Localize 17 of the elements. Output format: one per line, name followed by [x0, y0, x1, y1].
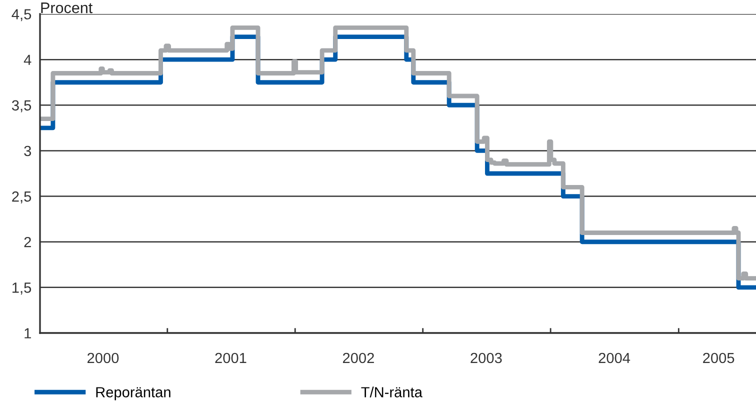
legend-label: T/N-ränta — [361, 386, 422, 398]
y-tick-label: 1,5 — [12, 282, 32, 295]
x-tick-label: 2001 — [215, 352, 246, 364]
y-tick-label: 4,5 — [12, 9, 32, 22]
y-tick-label: 3,5 — [12, 100, 32, 112]
legend-label: Reporäntan — [96, 387, 170, 400]
x-tick-label: 2000 — [88, 352, 119, 364]
y-tick-label: 2 — [24, 236, 31, 248]
x-tick-label: 2002 — [342, 352, 374, 364]
y-tick-label: 2,5 — [12, 191, 32, 204]
chart-title: Procent — [41, 2, 93, 14]
y-tick-label: 3 — [24, 146, 32, 156]
y-tick-label: 1 — [24, 328, 31, 338]
x-tick-label: 2004 — [598, 352, 630, 364]
x-tick-label: 2003 — [470, 352, 502, 364]
y-tick-label: 4 — [24, 54, 32, 65]
x-tick-label: 2005 — [703, 352, 734, 364]
